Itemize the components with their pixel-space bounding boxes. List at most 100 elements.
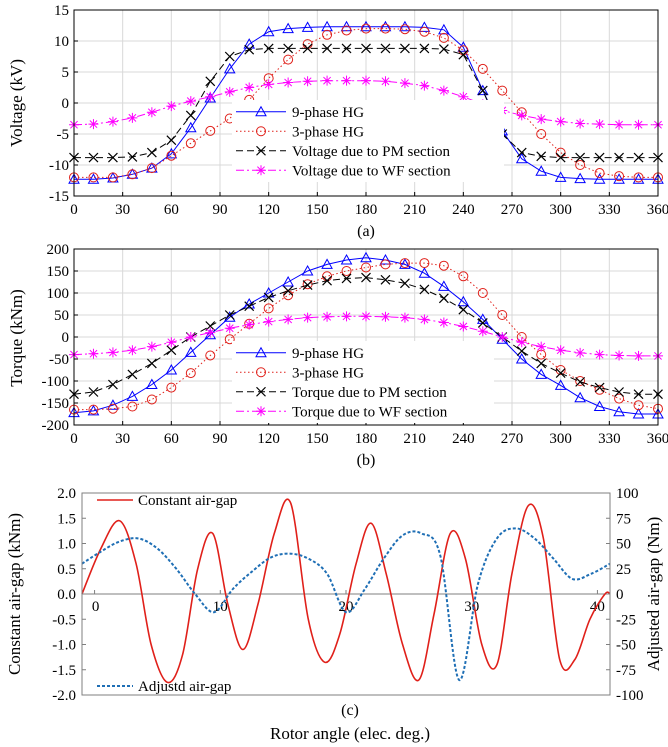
panel-c-ytick-right-label: 25: [616, 562, 631, 578]
panel-a-series-3-point: [536, 114, 547, 125]
panel-a-series-2-point: [477, 85, 488, 96]
panel-a-series-3-point: [302, 76, 313, 87]
panel-a-series-2-point: [88, 152, 99, 163]
panel-b-series-0-point: [515, 352, 528, 364]
panel-b-series-0-point: [535, 368, 548, 379]
panel-a-series-2-point: [127, 152, 138, 162]
panel-c-legend-label-0: Constant air-gap: [138, 493, 237, 509]
panel-b-series-2-point: [594, 382, 605, 393]
panel-a-series-1-point: [380, 23, 391, 34]
panel-b-legend-box: [232, 341, 494, 423]
panel-a-series-2-point: [555, 152, 566, 163]
panel-b-series-3-point: [497, 332, 508, 342]
panel-b-series-3-point: [244, 319, 255, 330]
panel-a-legend-label-1: 3-phase HG: [292, 124, 364, 140]
panel-a-xtick-label: 90: [213, 202, 228, 218]
panel-c-series-1-line: [81, 527, 611, 681]
panel-b-series-0-point: [574, 391, 586, 403]
panel-a-series-0-point: [165, 147, 178, 159]
panel-b-series-1-point: [263, 303, 274, 314]
panel-a-series-0-point: [223, 62, 236, 74]
panel-b-xtick-label: 210: [403, 431, 426, 447]
panel-b-series-3-point: [302, 312, 313, 323]
panel-a-series-3-point: [633, 119, 644, 130]
panel-b-series-1-point: [594, 384, 605, 395]
panel-b-legend-label-2: Torque due to PM section: [292, 385, 447, 401]
panel-a-series-0-point: [535, 165, 548, 176]
panel-b: 0 30 60 90 120 150 180 210 240 270 300 330 360 -200 -1…: [7, 242, 668, 469]
panel-b-series-2-point: [614, 387, 624, 397]
panel-b-series-0-point: [87, 404, 100, 416]
panel-b-series-0-point: [146, 378, 158, 390]
panel-a-series-2-point: [244, 44, 255, 55]
panel-a-series-1-point: [497, 85, 508, 96]
panel-a-legend-label-3: Voltage due to WF section: [292, 163, 451, 179]
panel-a-series-0-point: [515, 152, 528, 164]
panel-b-series-1-point: [205, 350, 216, 361]
panel-a-series-1-point: [614, 171, 625, 182]
panel-b-legend-marker-2: [256, 386, 266, 397]
panel-b-series-1-point: [438, 260, 449, 271]
panel-b-series-2-point: [341, 273, 352, 284]
panel-a-series-3-point: [185, 96, 196, 107]
panel-c-ytick-right-label: 75: [616, 511, 631, 527]
panel-c-ytick-left-label: 2.0: [57, 486, 76, 502]
panel-a-series-2-point: [302, 43, 313, 54]
panel-b-series-2-point: [88, 387, 99, 397]
panel-a-series-2-point: [438, 44, 449, 54]
panel-b-series-1-point: [341, 266, 352, 276]
panel-a-series-1-point: [419, 26, 430, 37]
panel-c-ytick-right-label: 0: [616, 587, 624, 603]
panel-b-series-0-point: [613, 405, 625, 417]
panel-a-series-2-point: [633, 152, 644, 163]
panel-a-legend-label-2: Voltage due to PM section: [292, 144, 451, 160]
panel-a-series-0-point: [184, 121, 197, 133]
panel-b-series-0-point: [399, 258, 411, 269]
panel-a-ytick-label: 15: [54, 3, 69, 19]
panel-a-series-1-point: [399, 24, 410, 35]
panel-a-series-2-point: [224, 51, 235, 62]
panel-b-ytick-label: 0: [62, 330, 70, 346]
panel-a-series-0-point: [87, 173, 100, 184]
panel-c-ytick-left-label: 1.5: [57, 511, 76, 527]
panel-b-series-1-point: [185, 368, 196, 379]
panel-a-label: (a): [357, 223, 375, 240]
panel-a-series-1-point: [127, 169, 138, 180]
panel-a-series-2-point: [108, 152, 118, 163]
panel-a-xtick-label: 270: [501, 202, 524, 218]
panel-a-series-1-line: [74, 28, 658, 178]
panel-b-xtick-label: 330: [598, 431, 621, 447]
panel-b-series-1-point: [458, 271, 469, 282]
panel-a-legend-label-0: 9-phase HG: [292, 105, 364, 121]
panel-b-series-2-point: [322, 275, 332, 286]
panel-a-series-0-point: [301, 21, 314, 32]
panel-b-series-2-point: [244, 301, 255, 312]
panel-a-series-3-point: [88, 119, 99, 130]
panel-b-series-0-point: [301, 264, 314, 276]
panel-a-series-3-point: [575, 118, 586, 129]
panel-b-series-2-point: [380, 274, 391, 285]
panel-a-ytick-label: 10: [54, 34, 69, 50]
panel-a-series-0-line: [74, 26, 658, 180]
panel-c-xtick-label: 30: [464, 599, 479, 615]
panel-a-series-2-point: [283, 43, 294, 54]
panel-b-series-3-point: [127, 345, 138, 356]
panel-a-ytick-label: -5: [57, 127, 70, 143]
panel-b-series-2-point: [555, 368, 566, 379]
panel-b-series-1-point: [477, 288, 488, 298]
panel-a-series-3-point: [594, 119, 605, 130]
panel-a-series-3-point: [399, 78, 410, 89]
panel-b-label: (b): [357, 452, 376, 469]
panel-a-series-0-point: [243, 38, 256, 49]
panel-b-xtick-label: 120: [257, 431, 280, 447]
panel-b-series-0-point: [282, 275, 294, 287]
panel-a-xtick-label: 180: [355, 202, 378, 218]
panel-a-series-2-point: [146, 147, 157, 158]
panel-a-series-3-point: [244, 82, 255, 93]
panel-a-series-3-point: [263, 79, 274, 90]
panel-a-series-1-point: [322, 29, 333, 40]
panel-b-xtick-label: 0: [70, 431, 78, 447]
panel-a-series-1-point: [205, 125, 216, 136]
panel-a-series-0-point: [632, 173, 645, 184]
panel-a-series-3-point: [380, 76, 391, 87]
